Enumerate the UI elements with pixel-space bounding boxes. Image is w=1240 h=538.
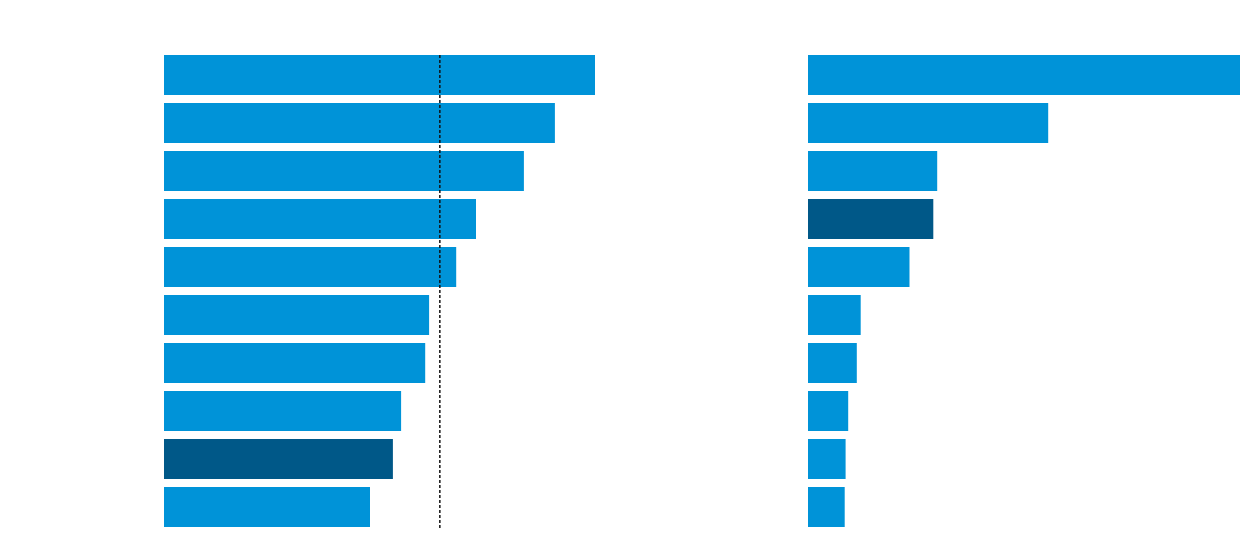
right-bar [808,151,938,191]
right-bar [808,295,861,335]
left-bar [164,247,457,287]
left-bar [164,199,476,239]
left-bar-highlighted [164,439,393,479]
left-bar [164,391,402,431]
left-bar-chart [164,55,595,529]
right-bar [808,439,846,479]
right-bar [808,55,1240,95]
right-bar-highlighted [808,199,934,239]
right-bar [808,103,1049,143]
right-bar [808,487,845,527]
right-bar [808,391,849,431]
left-bar [164,103,555,143]
left-bar [164,343,426,383]
right-bar [808,343,857,383]
left-bar [164,55,595,95]
right-bar [808,247,910,287]
left-bar [164,295,430,335]
left-bar [164,151,524,191]
left-bar [164,487,370,527]
right-bar-chart [808,55,1240,527]
